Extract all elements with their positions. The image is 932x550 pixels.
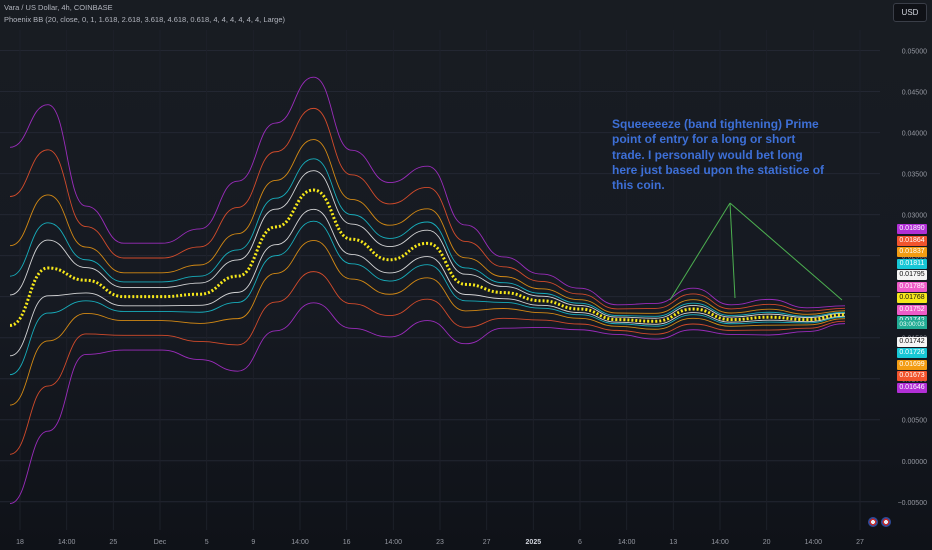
price-label: 0.01795 bbox=[897, 270, 927, 280]
currency-button[interactable]: USD bbox=[893, 3, 927, 22]
upper-band-line bbox=[9, 76, 846, 309]
x-tick-label: 14:00 bbox=[618, 539, 636, 546]
annotation-pointer bbox=[729, 202, 843, 301]
x-tick-label: 14:00 bbox=[805, 539, 823, 546]
price-label: 0.01837 bbox=[897, 247, 927, 257]
x-tick-label: 14:00 bbox=[711, 539, 729, 546]
x-tick-label: 14:00 bbox=[291, 539, 309, 546]
lower-band-line bbox=[9, 220, 846, 376]
price-label: 0.01726 bbox=[897, 348, 927, 358]
annotation-note[interactable]: Squeeeeeze (band tightening) Prime point… bbox=[612, 117, 825, 193]
price-label: 0.01699 bbox=[897, 359, 927, 370]
x-tick-label: Dec bbox=[154, 539, 167, 546]
price-label: 0.01890 bbox=[897, 224, 927, 234]
price-label: 0.01646 bbox=[897, 382, 927, 393]
x-tick-label: 27 bbox=[483, 539, 491, 546]
bar-countdown: 03:00:03 bbox=[897, 320, 927, 329]
x-tick-label: 25 bbox=[109, 539, 117, 546]
x-tick-label: 20 bbox=[763, 539, 771, 546]
y-tick-label: 0.02500 bbox=[902, 254, 927, 261]
price-label: 0.01742 bbox=[897, 336, 927, 347]
y-tick-label: 0.03500 bbox=[902, 172, 927, 179]
price-label: 0.01811 bbox=[897, 258, 927, 269]
price-label: 0.01768 bbox=[897, 293, 927, 303]
x-tick-label: 23 bbox=[436, 539, 444, 546]
lower-band-line bbox=[9, 302, 846, 504]
x-tick-label: 27 bbox=[856, 539, 864, 546]
flag-icon[interactable] bbox=[868, 517, 878, 527]
x-tick-label: 14:00 bbox=[385, 539, 403, 546]
upper-band-line bbox=[9, 139, 846, 315]
annotation-pointer bbox=[669, 202, 731, 301]
x-tick-label: 18 bbox=[16, 539, 24, 546]
x-tick-label: 6 bbox=[578, 539, 582, 546]
annotation-pointer bbox=[729, 202, 736, 299]
price-label: 0.01864 bbox=[897, 235, 927, 246]
price-label: 0.01752 bbox=[897, 304, 927, 315]
upper-band-line bbox=[9, 158, 846, 317]
price-label: 0.01673 bbox=[897, 371, 927, 381]
symbol-legend[interactable]: Vara / US Dollar, 4h, COINBASE bbox=[4, 3, 113, 12]
upper-band-line bbox=[9, 170, 846, 319]
upper-band-line bbox=[9, 107, 846, 312]
x-tick-label: 13 bbox=[669, 539, 677, 546]
y-tick-label: 0.04000 bbox=[902, 131, 927, 138]
x-tick-label: 16 bbox=[343, 539, 351, 546]
x-tick-label: 2025 bbox=[526, 539, 542, 546]
x-tick-label: 5 bbox=[205, 539, 209, 546]
y-tick-label: −0.00500 bbox=[898, 500, 927, 507]
basis-line bbox=[9, 188, 846, 327]
y-tick-label: 0.00500 bbox=[902, 418, 927, 425]
y-tick-label: 0.00000 bbox=[902, 459, 927, 466]
price-label: 0.01785 bbox=[897, 281, 927, 292]
x-tick-label: 14:00 bbox=[58, 539, 76, 546]
lower-band-line bbox=[9, 239, 846, 406]
lower-band-line bbox=[9, 271, 846, 455]
lower-band-line bbox=[9, 208, 846, 357]
y-tick-label: 0.05000 bbox=[902, 49, 927, 56]
x-tick-label: 9 bbox=[251, 539, 255, 546]
y-tick-label: 0.04500 bbox=[902, 90, 927, 97]
indicator-legend[interactable]: Phoenix BB (20, close, 0, 1, 1.618, 2.61… bbox=[4, 15, 286, 24]
flag-icon[interactable] bbox=[881, 517, 891, 527]
y-tick-label: 0.03000 bbox=[902, 213, 927, 220]
